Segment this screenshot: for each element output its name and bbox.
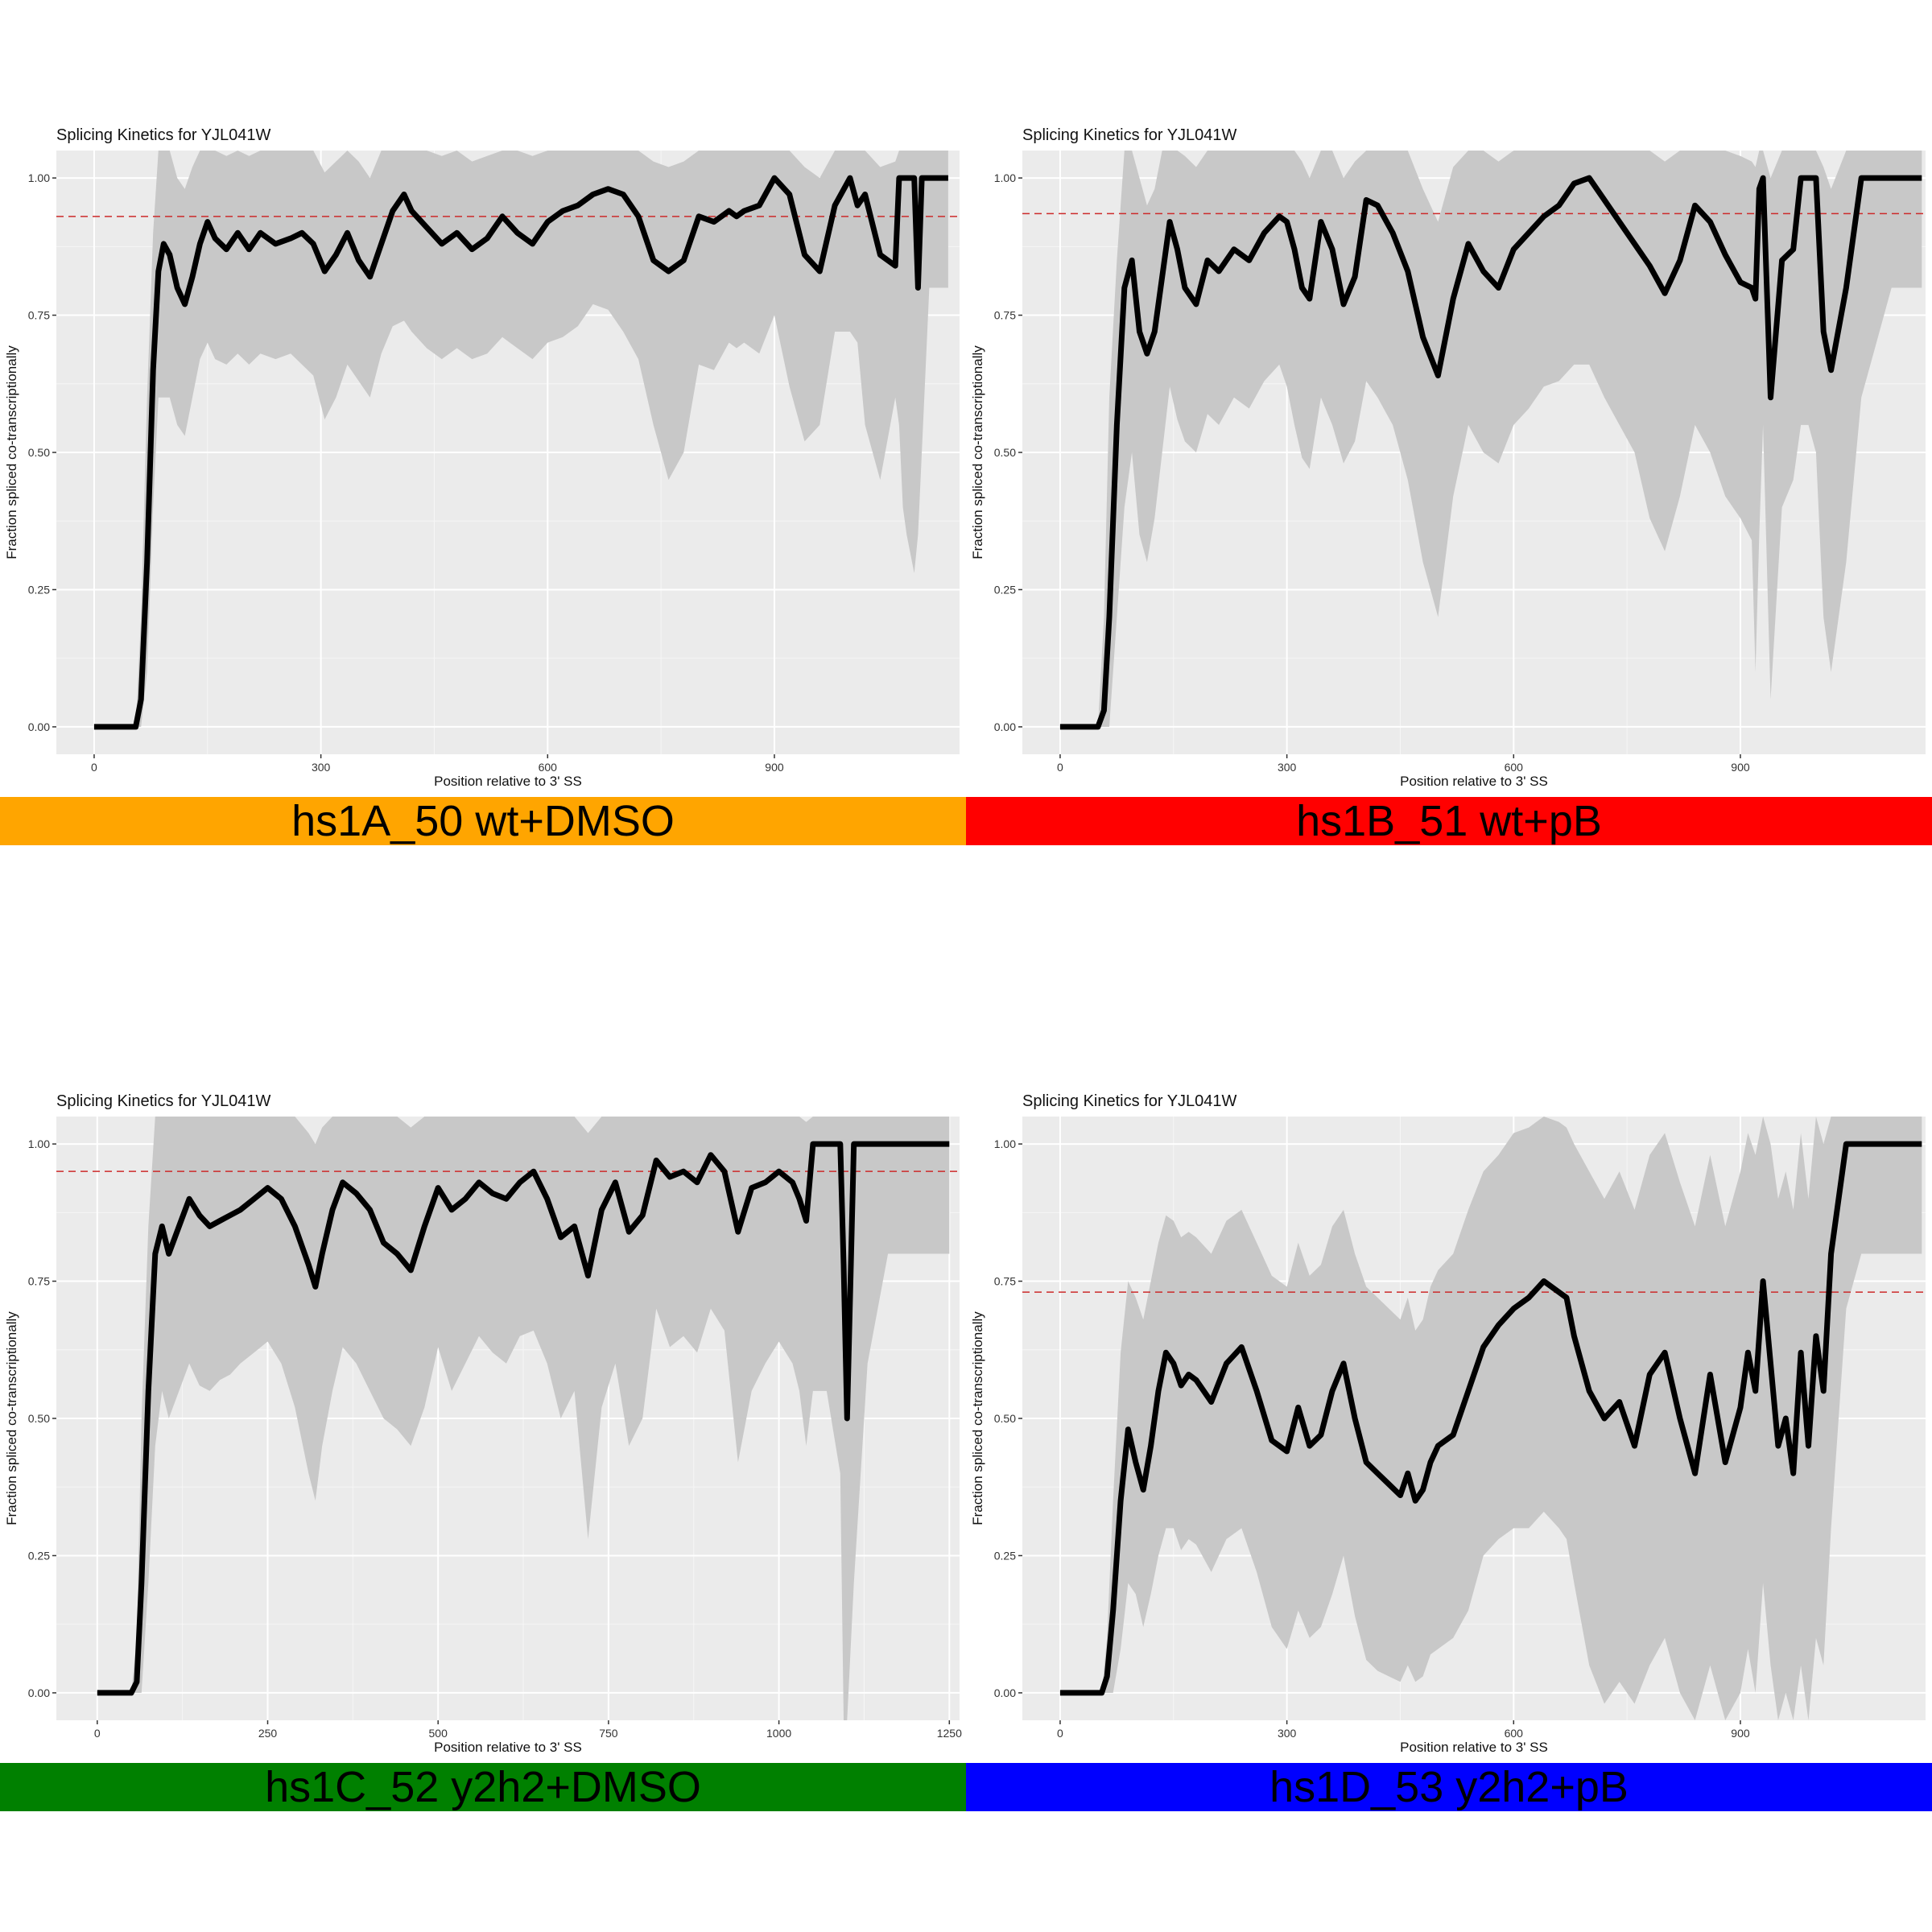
chart-panel-4: 0.00 0.25 0.50 0.75 1.00 0 300 600 900 Splicing K… [966, 966, 1932, 1932]
x-tick-label: 0 [1057, 761, 1063, 774]
y-tick-label: 0.50 [994, 1412, 1016, 1425]
x-tick-label: 750 [599, 1727, 618, 1740]
x-tick-label: 300 [1278, 761, 1297, 774]
chart-title: Splicing Kinetics for YJL041W [1022, 126, 1237, 144]
sample-banner-2: hs1B_51 wt+pB [966, 797, 1932, 845]
chart-title: Splicing Kinetics for YJL041W [1022, 1092, 1237, 1110]
x-tick-label: 600 [539, 761, 558, 774]
sample-banner-1: hs1A_50 wt+DMSO [0, 797, 966, 845]
y-tick-label: 1.00 [994, 1137, 1016, 1150]
x-tick-label: 500 [429, 1727, 448, 1740]
x-tick-label: 0 [91, 761, 97, 774]
y-tick-label: 0.00 [994, 1686, 1016, 1699]
x-axis-label: Position relative to 3' SS [1400, 1740, 1548, 1755]
chart-title: Splicing Kinetics for YJL041W [56, 126, 271, 144]
y-axis-label: Fraction spliced co-transcriptionally [970, 345, 985, 559]
x-axis-label: Position relative to 3' SS [434, 1740, 582, 1755]
y-tick-label: 0.00 [28, 1686, 50, 1699]
x-tick-label: 0 [94, 1727, 101, 1740]
y-tick-label: 0.00 [28, 720, 50, 733]
x-tick-label: 1000 [766, 1727, 791, 1740]
y-axis-label: Fraction spliced co-transcriptionally [970, 1311, 985, 1525]
y-tick-label: 0.25 [994, 1549, 1016, 1562]
chart-panel-3: 0.00 0.25 0.50 0.75 1.00 0 250 500 750 1000 1250 Sp… [0, 966, 966, 1932]
x-tick-label: 300 [312, 761, 331, 774]
chart-plot-2: 0.00 0.25 0.50 0.75 1.00 0 300 600 900 Splicing K… [970, 126, 1926, 789]
confidence-band [1059, 1117, 1922, 1720]
y-tick-label: 0.75 [28, 309, 50, 322]
chart-title: Splicing Kinetics for YJL041W [56, 1092, 271, 1110]
y-axis-label: Fraction spliced co-transcriptionally [4, 345, 19, 559]
x-tick-label: 250 [258, 1727, 278, 1740]
y-tick-label: 1.00 [28, 1137, 50, 1150]
y-tick-label: 1.00 [28, 171, 50, 184]
x-tick-label: 600 [1505, 1727, 1524, 1740]
chart-plot-3: 0.00 0.25 0.50 0.75 1.00 0 250 500 750 1000 1250 Sp… [4, 1092, 962, 1755]
chart-panel-1: 0.00 0.25 0.50 0.75 1.00 0 300 600 900 Splicing K… [0, 0, 966, 966]
x-tick-label: 300 [1278, 1727, 1297, 1740]
x-tick-label: 900 [765, 761, 784, 774]
x-tick-label: 0 [1057, 1727, 1063, 1740]
y-tick-label: 0.75 [28, 1275, 50, 1288]
sample-banner-3: hs1C_52 y2h2+DMSO [0, 1763, 966, 1811]
x-tick-label: 900 [1731, 1727, 1750, 1740]
series-line [97, 1141, 950, 1696]
chart-panel-2: 0.00 0.25 0.50 0.75 1.00 0 300 600 900 Splicing K… [966, 0, 1932, 966]
x-axis-label: Position relative to 3' SS [1400, 774, 1548, 789]
y-axis-label: Fraction spliced co-transcriptionally [4, 1311, 19, 1525]
series-line [93, 175, 948, 730]
y-tick-label: 0.25 [28, 583, 50, 596]
y-tick-label: 0.00 [994, 720, 1016, 733]
series-line [1059, 1141, 1922, 1696]
y-tick-label: 0.75 [994, 1275, 1016, 1288]
confidence-band [93, 151, 948, 727]
x-tick-label: 900 [1731, 761, 1750, 774]
y-tick-label: 0.25 [28, 1549, 50, 1562]
y-tick-label: 0.75 [994, 309, 1016, 322]
confidence-band [1059, 151, 1922, 727]
chart-plot-4: 0.00 0.25 0.50 0.75 1.00 0 300 600 900 Splicing K… [970, 1092, 1926, 1755]
y-tick-label: 1.00 [994, 171, 1016, 184]
y-tick-label: 0.25 [994, 583, 1016, 596]
x-tick-label: 1250 [937, 1727, 962, 1740]
y-tick-label: 0.50 [994, 446, 1016, 459]
y-tick-label: 0.50 [28, 446, 50, 459]
y-tick-label: 0.50 [28, 1412, 50, 1425]
series-line [1059, 175, 1922, 730]
x-axis-label: Position relative to 3' SS [434, 774, 582, 789]
chart-plot-1: 0.00 0.25 0.50 0.75 1.00 0 300 600 900 Splicing K… [4, 126, 960, 789]
x-tick-label: 600 [1505, 761, 1524, 774]
sample-banner-4: hs1D_53 y2h2+pB [966, 1763, 1932, 1811]
